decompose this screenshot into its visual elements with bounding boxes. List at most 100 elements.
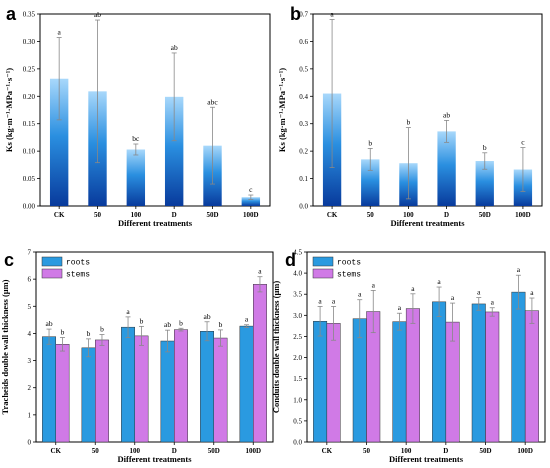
y-tick-label: 0.10 xyxy=(23,148,36,156)
significance-label: a xyxy=(358,290,362,299)
y-tick-label: 0 xyxy=(28,439,32,447)
y-tick-label: 0.35 xyxy=(23,11,36,19)
x-tick-label: 100D xyxy=(517,447,533,455)
bar xyxy=(437,131,456,206)
x-axis-title: Different treatments xyxy=(389,454,464,464)
bar-stems xyxy=(134,335,149,443)
x-axis-title: Different treatments xyxy=(117,454,192,464)
bar-stems xyxy=(55,344,70,443)
significance-label: a xyxy=(477,288,481,297)
y-tick-label: 4 xyxy=(28,330,32,338)
x-tick-label: 100 xyxy=(130,447,141,455)
y-tick-label: 0.05 xyxy=(23,175,36,183)
x-tick-label: 100 xyxy=(403,211,414,219)
bar-stems xyxy=(485,311,500,443)
x-tick-label: CK xyxy=(51,447,62,455)
significance-label: a xyxy=(398,303,402,312)
significance-label: a xyxy=(530,288,534,297)
y-tick-label: 0.30 xyxy=(23,38,36,46)
bar-roots xyxy=(313,320,328,443)
significance-label: a xyxy=(451,293,455,302)
y-tick-label: 3 xyxy=(28,357,32,365)
y-tick-label: 1 xyxy=(28,411,32,419)
bar-stems xyxy=(524,310,539,443)
x-tick-label: D xyxy=(172,211,177,219)
significance-label: a xyxy=(517,265,521,274)
y-tick-label: 0.1 xyxy=(299,175,308,183)
significance-label: a xyxy=(318,296,322,305)
legend-label: stems xyxy=(337,271,361,280)
y-tick-label: 0.3 xyxy=(299,120,308,128)
bar-stems xyxy=(405,308,420,443)
significance-label: ab xyxy=(45,319,52,328)
y-tick-label: 0.00 xyxy=(23,203,36,211)
x-tick-label: 50 xyxy=(367,211,375,219)
bar-stems xyxy=(95,339,109,443)
x-tick-label: D xyxy=(443,447,448,455)
significance-label: a xyxy=(258,267,262,276)
x-tick-label: 100 xyxy=(131,211,142,219)
x-axis-title: Different treatments xyxy=(118,218,193,228)
panel-letter: d xyxy=(285,250,296,270)
x-tick-label: 50 xyxy=(92,447,100,455)
x-tick-label: CK xyxy=(322,447,333,455)
x-tick-label: 100D xyxy=(515,211,531,219)
y-tick-label: 1.0 xyxy=(293,396,302,404)
plot-frame xyxy=(306,251,546,443)
panel-letter: a xyxy=(6,4,17,24)
legend-swatch xyxy=(312,268,334,279)
y-tick-label: 3.0 xyxy=(293,312,302,320)
y-tick-label: 0.0 xyxy=(293,439,302,447)
bar-roots xyxy=(511,291,526,443)
y-tick-label: 7 xyxy=(28,249,32,257)
significance-label: a xyxy=(332,296,336,305)
panel-letter: b xyxy=(290,4,301,24)
significance-label: abc xyxy=(207,97,218,106)
x-tick-label: 50D xyxy=(206,211,218,219)
y-axis-title: Ks (kg·m⁻¹·MPa⁻¹·s⁻¹) xyxy=(277,68,287,152)
x-tick-label: CK xyxy=(54,211,65,219)
bar-stems xyxy=(174,329,188,443)
significance-label: ab xyxy=(203,312,210,321)
significance-label: bc xyxy=(132,134,140,143)
bar xyxy=(475,161,494,206)
panel-letter: c xyxy=(4,250,14,270)
bar xyxy=(126,149,146,206)
significance-label: a xyxy=(57,28,61,37)
bar-stems xyxy=(213,337,228,443)
significance-label: b xyxy=(140,316,144,325)
y-tick-label: 6 xyxy=(28,276,32,284)
y-axis-title: Tracheids double wall thickness (μm) xyxy=(0,279,10,414)
plot-frame xyxy=(312,13,543,207)
x-tick-label: 50 xyxy=(363,447,371,455)
y-tick-label: 0.20 xyxy=(23,93,36,101)
bar-roots xyxy=(392,321,407,443)
significance-label: b xyxy=(61,328,65,337)
y-tick-label: 1.5 xyxy=(293,375,302,383)
y-tick-label: 2 xyxy=(28,384,32,392)
significance-label: c xyxy=(249,185,253,194)
bar-roots xyxy=(160,340,175,443)
significance-label: ab xyxy=(171,43,178,52)
y-tick-label: 5 xyxy=(28,303,32,311)
legend-label: roots xyxy=(337,259,361,268)
y-tick-label: 2.0 xyxy=(293,354,302,362)
bar-roots xyxy=(432,301,447,443)
x-tick-label: 100D xyxy=(245,447,261,455)
x-tick-label: 100D xyxy=(243,211,259,219)
bar-roots xyxy=(239,325,254,443)
bar-roots xyxy=(471,303,486,443)
significance-label: a xyxy=(437,277,441,286)
x-tick-label: 50D xyxy=(208,447,220,455)
bar xyxy=(361,159,380,206)
significance-label: ab xyxy=(443,110,450,119)
bar-stems xyxy=(253,284,267,443)
x-axis-title: Different treatments xyxy=(390,218,465,228)
significance-label: b xyxy=(87,329,91,338)
significance-label: b xyxy=(368,138,372,147)
legend-label: stems xyxy=(66,271,90,280)
y-tick-label: 0.4 xyxy=(299,93,308,101)
significance-label: c xyxy=(521,138,525,147)
x-tick-label: 50D xyxy=(479,211,491,219)
